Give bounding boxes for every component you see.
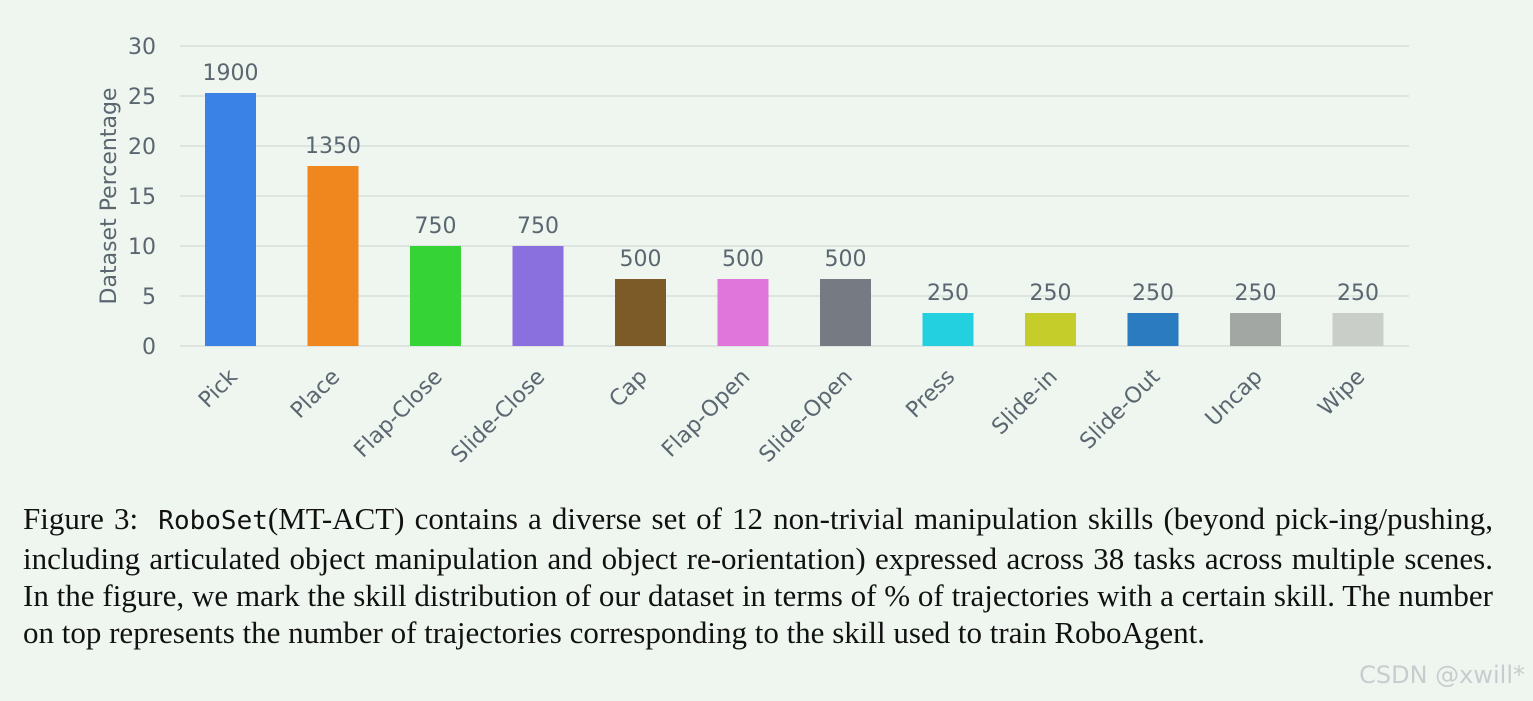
x-tick-label: Slide-Open xyxy=(755,365,858,468)
bar-flap-close xyxy=(410,246,461,346)
watermark: CSDN @xwill* xyxy=(1359,661,1525,689)
data-labels: 1900 1350 750 750 500 500 500 250 250 250 250 250 xyxy=(203,61,1380,306)
bar-slide-open xyxy=(820,279,871,346)
x-tick-label: Slide-Out xyxy=(1075,364,1165,454)
caption-label: Figure 3: xyxy=(23,501,139,536)
data-label: 750 xyxy=(517,214,559,239)
figure-caption: Figure 3: RoboSet(MT-ACT) contains a div… xyxy=(23,500,1493,651)
gridlines xyxy=(180,45,1409,347)
data-label: 500 xyxy=(722,247,764,272)
y-tick-label: 15 xyxy=(128,185,156,210)
bar-pick xyxy=(205,93,256,346)
bar-wipe xyxy=(1332,313,1384,346)
caption-text: (MT-ACT) contains a diverse set of 12 no… xyxy=(23,501,1493,650)
data-label: 1350 xyxy=(305,134,361,159)
bar-cap xyxy=(615,279,666,346)
bar-slide-close xyxy=(512,246,564,346)
bar-place xyxy=(307,166,359,346)
x-tick-label: Slide-Close xyxy=(447,365,551,469)
x-tick-label: Place xyxy=(286,365,345,424)
x-tick-label: Flap-Close xyxy=(349,365,447,463)
y-tick-label: 10 xyxy=(128,235,156,260)
y-tick-label: 20 xyxy=(128,135,156,160)
data-label: 250 xyxy=(1235,281,1277,306)
x-tick-label: Pick xyxy=(194,364,243,413)
bar-uncap xyxy=(1230,313,1281,346)
y-axis-title: Dataset Percentage xyxy=(97,88,122,305)
x-tick-label: Flap-Open xyxy=(657,365,755,463)
x-tick-label: Press xyxy=(902,365,961,424)
bar-flap-open xyxy=(717,279,769,346)
data-label: 250 xyxy=(1337,281,1379,306)
y-tick-label: 25 xyxy=(128,85,156,110)
caption-dataset-name: RoboSet xyxy=(158,506,268,536)
x-tick-label: Uncap xyxy=(1201,365,1268,432)
y-tick-label: 5 xyxy=(142,285,156,310)
data-label: 250 xyxy=(927,281,969,306)
x-tick-label: Cap xyxy=(605,365,653,413)
x-tick-label: Wipe xyxy=(1314,365,1370,421)
data-label: 500 xyxy=(825,247,867,272)
data-label: 250 xyxy=(1132,281,1174,306)
y-tick-label: 0 xyxy=(142,335,156,360)
bars xyxy=(205,93,1384,346)
data-label: 250 xyxy=(1030,281,1072,306)
y-tick-label: 30 xyxy=(128,35,156,60)
bar-slide-out xyxy=(1127,313,1179,346)
data-label: 1900 xyxy=(203,61,259,86)
x-tick-label: Slide-in xyxy=(987,365,1062,440)
data-label: 750 xyxy=(415,214,457,239)
bar-press xyxy=(922,313,974,346)
data-label: 500 xyxy=(620,247,662,272)
bar-chart: 0 5 10 15 20 25 30 1900 1350 750 750 500 500 500 250 2… xyxy=(97,35,1409,468)
y-axis-ticks: 0 5 10 15 20 25 30 xyxy=(128,35,156,360)
bar-slide-in xyxy=(1025,313,1076,346)
